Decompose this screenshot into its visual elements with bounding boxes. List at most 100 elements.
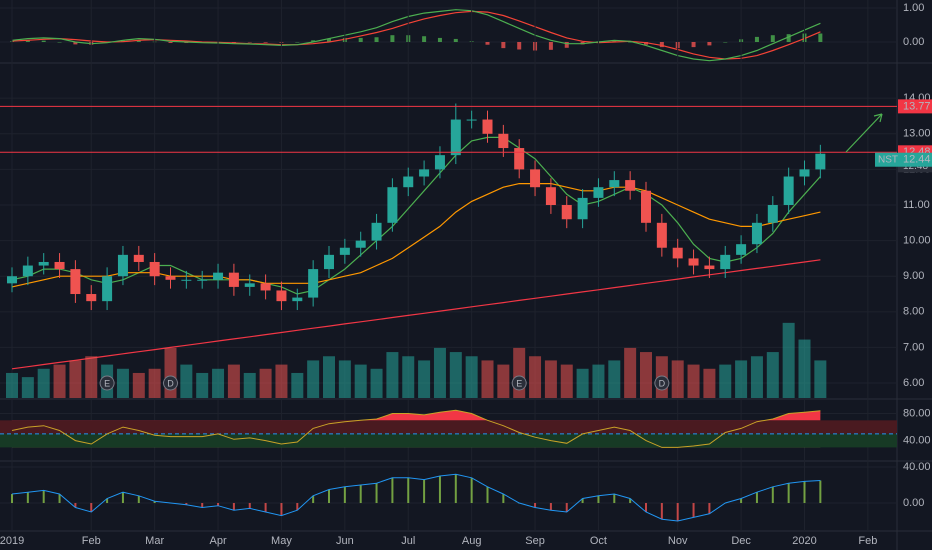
histogram-bar [454, 474, 457, 504]
histogram-bar [311, 40, 316, 42]
histogram-bar [565, 503, 568, 513]
volume-bar [640, 352, 652, 398]
y-tick-label: 1.00 [903, 2, 924, 14]
event-label: D [167, 378, 174, 388]
x-tick-label: Feb [858, 535, 877, 547]
event-label: E [104, 378, 110, 388]
price-label-box [898, 99, 932, 114]
histogram-bar [295, 42, 300, 43]
event-marker [511, 375, 527, 391]
candle-body [815, 153, 826, 170]
candle-body [672, 247, 683, 259]
volume-bar [227, 364, 240, 398]
volume-bar [354, 364, 367, 398]
x-tick-label: Jun [336, 535, 354, 547]
candle-body [308, 269, 319, 298]
candle-body [244, 283, 255, 287]
candle-body [783, 176, 794, 206]
y-tick-label: 80.00 [903, 407, 931, 419]
overbought-fill [12, 410, 821, 421]
candle-body [434, 155, 445, 170]
histogram-bar [407, 477, 410, 504]
histogram-bar [26, 492, 29, 504]
volume-bar [465, 356, 478, 398]
y-tick-label: 7.00 [903, 341, 924, 353]
volume-bar [132, 372, 145, 398]
volume-bar [735, 360, 748, 398]
volume-bar [53, 364, 66, 398]
x-tick-label: Sep [525, 535, 545, 547]
volume-bar [497, 364, 510, 398]
histogram-bar [564, 42, 569, 48]
histogram-bar [312, 495, 315, 504]
y-tick-label: 11.00 [903, 199, 930, 211]
volume-bar [275, 364, 288, 398]
symbol-label: NST [878, 154, 898, 165]
candle-body [450, 119, 461, 156]
volume-bar [687, 364, 700, 398]
candle-body [498, 133, 509, 149]
histogram-bar [121, 492, 124, 504]
histogram-bar [247, 42, 252, 43]
histogram-bar [787, 483, 790, 504]
histogram-bar [264, 503, 267, 513]
histogram-bar [597, 495, 600, 504]
arrow [845, 113, 883, 153]
histogram-bar [58, 494, 61, 504]
volume-bar [180, 364, 193, 398]
candle-body [704, 265, 715, 270]
volume-bar [798, 339, 811, 398]
histogram-bar [486, 486, 489, 504]
histogram-bar [375, 483, 378, 504]
candle-body [165, 276, 176, 280]
histogram-bar [106, 498, 109, 504]
histogram-bar [771, 486, 774, 504]
x-tick-label: 2020 [792, 535, 816, 547]
volume-bar [481, 360, 494, 398]
x-tick-label: Mar [145, 535, 164, 547]
signal-line [11, 10, 821, 60]
candle-body [736, 244, 747, 255]
candle-body [545, 187, 556, 206]
moving-average [11, 136, 821, 295]
event-label: E [516, 378, 522, 388]
candle-body [260, 283, 271, 291]
histogram-bar [659, 42, 664, 48]
histogram-bar [819, 480, 822, 504]
candle-body [7, 276, 17, 284]
volume-bar [402, 356, 415, 398]
histogram-bar [201, 503, 204, 508]
histogram-bar [786, 34, 791, 42]
candle-body [292, 297, 303, 302]
histogram-bar [280, 503, 283, 516]
histogram-bar [613, 494, 616, 504]
candle-body [117, 254, 128, 277]
histogram-bar [470, 477, 473, 504]
candle-body [403, 176, 414, 188]
histogram-bar [343, 486, 346, 504]
histogram-bar [327, 38, 331, 42]
histogram-bar [501, 42, 506, 49]
arrow-head [873, 113, 883, 123]
histogram-bar [612, 40, 617, 42]
histogram-bar [676, 503, 679, 522]
candle-body [371, 222, 382, 241]
candle-body [482, 119, 493, 134]
histogram-bar [692, 503, 695, 518]
histogram-bar [73, 42, 78, 45]
volume-bar [544, 360, 557, 398]
histogram-bar [645, 503, 647, 513]
histogram-bar [437, 37, 442, 42]
volume-bar [21, 377, 34, 398]
histogram-bar [422, 36, 427, 42]
volume-bar [196, 372, 209, 398]
x-tick-label: Nov [668, 535, 688, 547]
histogram-bar [390, 35, 395, 42]
moving-average [11, 183, 821, 288]
volume-bar [291, 372, 304, 398]
candle-body [276, 290, 287, 302]
histogram-bar [11, 494, 13, 504]
candle-body [720, 254, 731, 270]
histogram-bar [231, 42, 236, 43]
histogram-bar [534, 503, 537, 508]
